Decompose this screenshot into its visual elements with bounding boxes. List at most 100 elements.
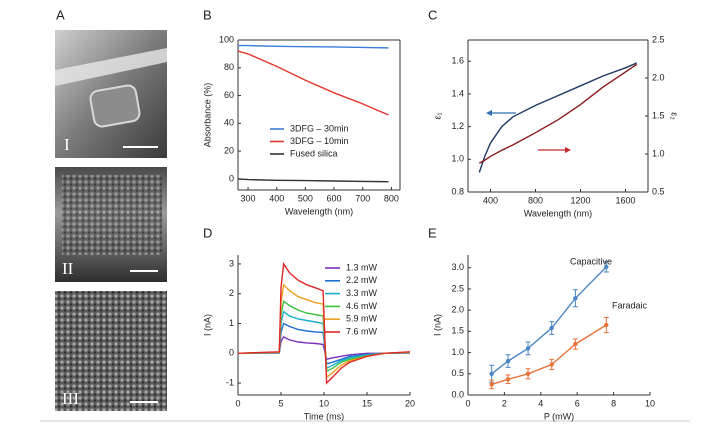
point	[525, 371, 531, 376]
y-tick-label: 1.5	[451, 326, 464, 336]
series-line	[478, 62, 638, 173]
image-label: III	[62, 389, 79, 408]
x-tick-label: 20	[405, 398, 415, 408]
x-tick-label: 10	[645, 398, 655, 408]
y-tick-label: 1.0	[451, 347, 464, 357]
x-tick-label: 700	[355, 193, 370, 203]
legend-label: 7.6 mW	[346, 326, 378, 336]
x-tick-label: 0	[235, 398, 240, 408]
y-tick-label: 1.6	[451, 56, 464, 66]
series-line	[237, 50, 389, 116]
x-tick-label: 5	[278, 398, 283, 408]
y-tick-label: -1	[226, 377, 234, 387]
x-tick-label: 4	[538, 398, 543, 408]
arrow	[486, 110, 516, 116]
panel-label: E	[428, 225, 437, 240]
point	[604, 322, 609, 328]
x-tick-label: 1200	[570, 195, 590, 205]
y-tick-label: 80	[224, 62, 234, 72]
panel-label: A	[56, 7, 65, 22]
point	[489, 382, 494, 387]
y-tick-label: 3.0	[451, 262, 464, 272]
y2-tick-label: 1.0	[652, 148, 665, 158]
y-tick-label: 1.0	[451, 154, 464, 164]
series-line	[237, 310, 411, 370]
sem-image: II	[55, 167, 167, 282]
image-label: I	[64, 135, 70, 154]
y-axis-label: I (nA)	[202, 314, 212, 336]
series-line	[237, 283, 411, 379]
y-tick-label: 1	[229, 318, 234, 328]
y2-tick-label: 2.0	[652, 72, 665, 82]
y-tick-label: 0.0	[451, 389, 464, 399]
y-tick-label: 100	[219, 34, 234, 44]
y-axis-label: I (nA)	[432, 314, 442, 336]
x-tick-label: 0	[465, 398, 470, 408]
point	[573, 341, 578, 347]
y-tick-label: 0.8	[451, 186, 464, 196]
point	[525, 346, 531, 351]
x-tick-label: 400	[483, 195, 498, 205]
point	[505, 358, 511, 364]
y2-axis-label: ε₂	[670, 112, 680, 120]
y2-tick-label: 2.5	[652, 34, 665, 44]
panel-label: B	[203, 7, 212, 22]
y2-tick-label: 0.5	[652, 186, 665, 196]
panel-label: C	[428, 7, 437, 22]
x-tick-label: 600	[327, 193, 342, 203]
series-label: Capacitive	[570, 256, 612, 266]
y-tick-label: 1.2	[451, 121, 464, 131]
x-tick-label: 800	[528, 195, 543, 205]
y-tick-label: 2	[229, 288, 234, 298]
x-tick-label: 10	[319, 398, 329, 408]
panel-label: D	[203, 225, 212, 240]
sem-image: III	[55, 291, 167, 411]
sem-image: I	[55, 30, 167, 158]
x-tick-label: 8	[611, 398, 616, 408]
series-line	[237, 299, 411, 373]
point	[573, 296, 578, 301]
x-axis-label: Wavelength (nm)	[524, 208, 592, 218]
series-line	[237, 178, 389, 183]
legend-label: 4.6 mW	[346, 301, 378, 311]
y-tick-label: 1.4	[451, 88, 464, 98]
legend-label: 3DFG – 10min	[290, 136, 349, 146]
x-tick-label: 1600	[615, 195, 635, 205]
y-tick-label: 60	[224, 90, 234, 100]
point	[549, 325, 554, 331]
y-tick-label: 40	[224, 118, 234, 128]
series-line	[491, 266, 607, 375]
series-line	[237, 335, 411, 361]
series-line	[491, 324, 607, 386]
legend-label: 5.9 mW	[346, 314, 378, 324]
y-tick-label: 0	[229, 348, 234, 358]
x-tick-label: 400	[269, 193, 284, 203]
y-axis-label: Absorbance (%)	[202, 83, 212, 148]
x-axis-label: Time (ms)	[304, 411, 344, 421]
y-tick-label: 20	[224, 145, 234, 155]
x-axis-label: Wavelength (nm)	[285, 206, 353, 216]
y2-tick-label: 1.5	[652, 110, 665, 120]
arrow	[538, 147, 571, 153]
series-line	[237, 322, 411, 365]
series-line	[478, 63, 638, 164]
y-axis-label: ε₁	[432, 112, 442, 119]
x-tick-label: 500	[298, 193, 313, 203]
y-tick-label: 2.0	[451, 305, 464, 315]
series-label: Faradaic	[612, 300, 648, 310]
image-label: II	[62, 259, 74, 278]
series-line	[238, 44, 389, 49]
x-tick-label: 300	[241, 193, 256, 203]
y-tick-label: 2.5	[451, 283, 464, 293]
legend-label: 1.3 mW	[346, 262, 378, 272]
y-tick-label: 0.5	[451, 368, 464, 378]
point	[604, 264, 609, 270]
y-tick-label: 3	[229, 258, 234, 268]
legend-label: Fused silica	[290, 148, 338, 158]
point	[505, 377, 511, 382]
x-tick-label: 2	[502, 398, 507, 408]
legend-label: 3DFG – 30min	[290, 123, 349, 133]
legend-label: 2.2 mW	[346, 275, 378, 285]
point	[489, 371, 494, 376]
